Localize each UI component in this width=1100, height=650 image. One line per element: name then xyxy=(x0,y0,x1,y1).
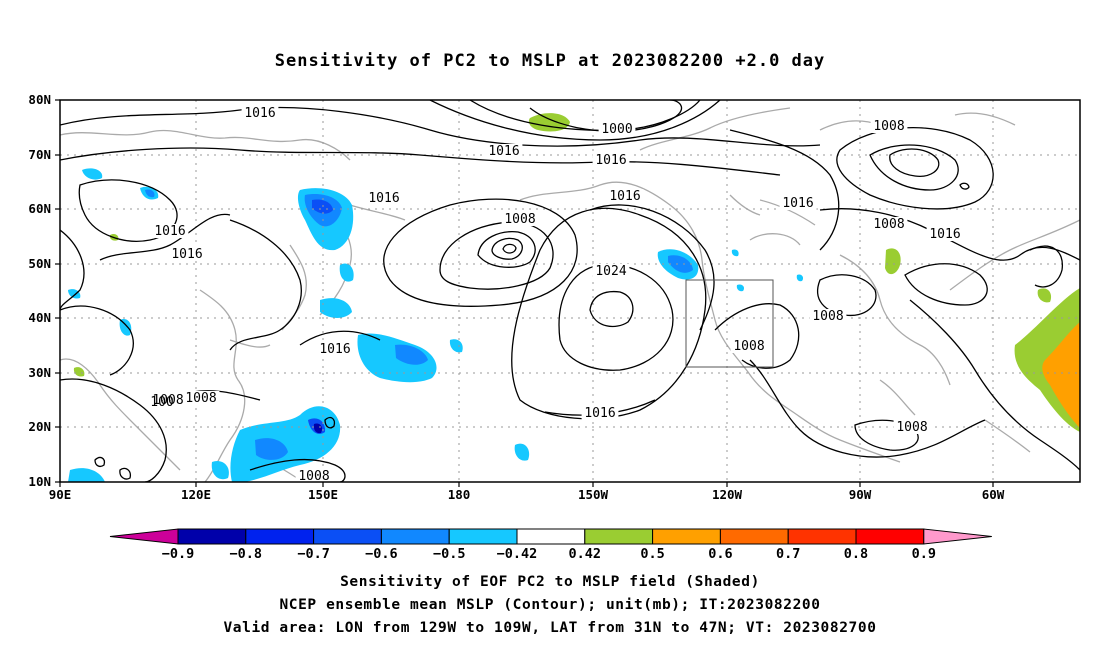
contour-label: 1008 xyxy=(185,391,216,406)
lon-label: 120E xyxy=(181,487,211,502)
lat-label: 70N xyxy=(28,147,51,162)
contour-label: 1016 xyxy=(595,153,626,168)
lat-label: 30N xyxy=(28,365,51,380)
contour-label: 100 xyxy=(150,395,173,410)
chart-title: Sensitivity of PC2 to MSLP at 2023082200… xyxy=(274,51,826,71)
colorbar xyxy=(109,528,992,545)
contour-label: 1008 xyxy=(873,217,904,232)
contour-label-bg xyxy=(168,247,206,261)
contour-label: 1008 xyxy=(298,469,329,484)
colorbar-segment xyxy=(245,528,315,545)
contour-label-bg xyxy=(295,469,333,482)
colorbar-tick-label: 0.6 xyxy=(708,546,732,562)
contour-label-bg xyxy=(241,106,279,120)
contour-label: 1000 xyxy=(601,122,632,137)
lat-label: 50N xyxy=(28,256,51,271)
lat-label: 20N xyxy=(28,419,51,434)
lon-label: 180 xyxy=(448,487,471,502)
contour-label-bg xyxy=(893,420,931,434)
contour-label: 1016 xyxy=(319,342,350,357)
colorbar-tick-label: 0.5 xyxy=(640,546,664,562)
contour-label-bg xyxy=(592,264,630,278)
colorbar-segment xyxy=(177,528,247,545)
contour-label: 1016 xyxy=(244,106,275,121)
contour-label-bg xyxy=(151,224,189,238)
contour-label: 1016 xyxy=(609,189,640,204)
lon-label: 90W xyxy=(849,487,872,502)
contour-label: 1016 xyxy=(929,227,960,242)
contour-label: 1016 xyxy=(782,196,813,211)
valid-area-box xyxy=(685,279,774,368)
colorbar-segment xyxy=(855,528,925,545)
contour-label-bg xyxy=(870,119,908,133)
colorbar-tick-label: 0.8 xyxy=(844,546,868,562)
lat-label: 80N xyxy=(28,92,51,107)
colorbar-tick-label: −0.6 xyxy=(365,546,398,562)
caption-contour: NCEP ensemble mean MSLP (Contour); unit(… xyxy=(279,597,821,613)
lon-label: 120W xyxy=(712,487,743,502)
contour-label-bg xyxy=(485,144,523,158)
contour-label: 1008 xyxy=(733,339,764,354)
contour-label-bg xyxy=(581,406,619,420)
contour-label-bg xyxy=(501,212,539,226)
contour-label: 1008 xyxy=(873,119,904,134)
contour-label: 1016 xyxy=(154,224,185,239)
contour-label-bg xyxy=(606,189,644,203)
colorbar-tick-label: −0.5 xyxy=(433,546,466,562)
mslp-contours xyxy=(60,100,1080,482)
colorbar-min-arrow xyxy=(109,528,179,545)
lon-label: 90E xyxy=(49,487,72,502)
contour-label-bg xyxy=(592,153,630,167)
colorbar-segment xyxy=(719,528,789,545)
contour-label: 1016 xyxy=(171,247,202,262)
caption-valid-area: Valid area: LON from 129W to 109W, LAT f… xyxy=(223,620,877,636)
lat-label: 60N xyxy=(28,201,51,216)
contour-label-bg xyxy=(182,391,220,405)
contour-label: 1008 xyxy=(896,420,927,435)
contour-label: 1016 xyxy=(368,191,399,206)
colorbar-tick-label: 0.9 xyxy=(912,546,936,562)
lon-label: 150W xyxy=(578,487,609,502)
lat-label: 40N xyxy=(28,310,51,325)
colorbar-tick-label: 0.42 xyxy=(569,546,602,562)
colorbar-segment xyxy=(652,528,721,545)
colorbar-max-arrow xyxy=(923,528,992,545)
lon-label: 60W xyxy=(982,487,1005,502)
colorbar-tick-label: −0.8 xyxy=(230,546,263,562)
lon-label: 150E xyxy=(308,487,338,502)
contour-label: 1008 xyxy=(152,393,183,408)
colorbar-segment xyxy=(448,528,518,545)
contour-labels: 1016 1000 1016 1016 1008 1016 1016 1016 1008 1016… xyxy=(149,106,964,484)
colorbar-segment xyxy=(584,528,654,545)
contour-label: 1024 xyxy=(595,264,626,279)
contour-label-bg xyxy=(870,217,908,231)
contour-label-bg xyxy=(598,122,636,136)
contour-label-bg xyxy=(809,309,847,323)
contour-label: 1016 xyxy=(584,406,615,421)
map-figure: 1016 1000 1016 1016 1008 1016 1016 1016 1008 1016… xyxy=(28,92,1081,562)
contour-label-bg xyxy=(149,393,187,407)
colorbar-segment xyxy=(380,528,450,545)
contour-label-bg xyxy=(730,339,768,353)
colorbar-tick-label: −0.7 xyxy=(297,546,330,562)
contour-label: 1008 xyxy=(504,212,535,227)
contour-label: 1016 xyxy=(488,144,519,159)
colorbar-tick-label: −0.42 xyxy=(497,546,538,562)
colorbar-segment xyxy=(516,528,586,545)
colorbar-segment xyxy=(313,528,382,545)
colorbar-tick-label: 0.7 xyxy=(776,546,800,562)
contour-label-bg xyxy=(926,227,964,241)
colorbar-labels: −0.9 −0.8 −0.7 −0.6 −0.5 −0.42 0.42 0.5 0.6 0.7 0.… xyxy=(162,546,936,562)
colorbar-tick-label: −0.9 xyxy=(162,546,195,562)
map-frame xyxy=(59,99,1081,483)
contour-label-bg xyxy=(316,342,354,356)
lat-label: 10N xyxy=(28,474,51,489)
contour-label-bg xyxy=(779,196,817,210)
coastlines xyxy=(60,107,1080,482)
contour-label: 1008 xyxy=(812,309,843,324)
colorbar-segment xyxy=(787,528,857,545)
contour-label-bg xyxy=(365,191,403,205)
axis-ticks xyxy=(55,99,994,487)
caption-shading: Sensitivity of EOF PC2 to MSLP field (Sh… xyxy=(340,574,760,590)
